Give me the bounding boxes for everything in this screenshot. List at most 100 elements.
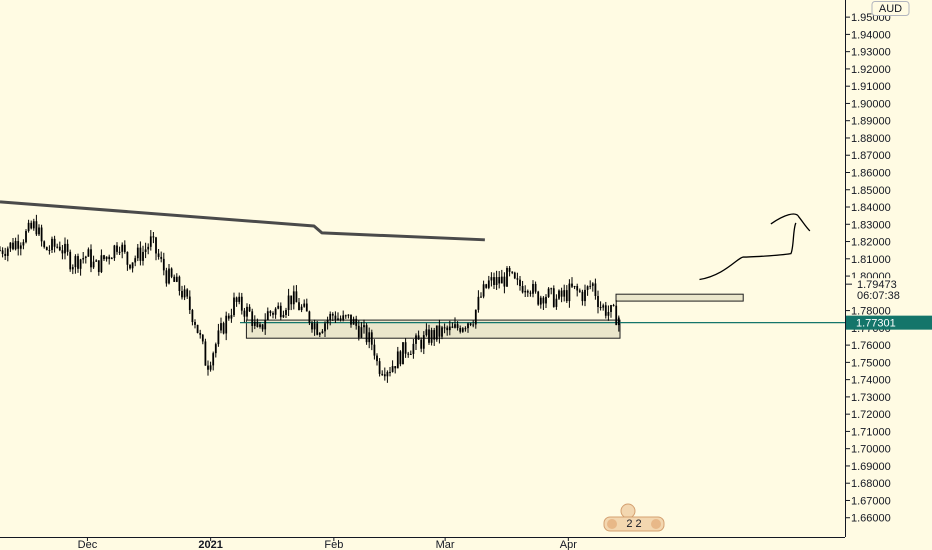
candle xyxy=(261,324,264,332)
candle xyxy=(285,307,287,318)
candle xyxy=(240,292,243,315)
candle-body xyxy=(365,325,368,343)
candle xyxy=(134,255,137,267)
price-tick-label: 1.90000 xyxy=(851,98,891,110)
candle-body xyxy=(464,328,467,330)
candle-body xyxy=(6,248,9,256)
candle-body xyxy=(233,297,235,316)
candle-body xyxy=(188,296,191,311)
candle-body xyxy=(508,267,511,272)
candle-body xyxy=(500,276,503,284)
candle-body xyxy=(506,267,508,287)
price-tick-label: 1.78000 xyxy=(851,306,891,318)
candle-body xyxy=(66,243,69,252)
candle xyxy=(386,370,389,383)
candle-body xyxy=(441,327,443,337)
candle xyxy=(329,311,332,326)
candle xyxy=(412,338,415,359)
candle-body xyxy=(433,330,436,340)
candle xyxy=(326,316,329,330)
time-axis[interactable]: Dec 2021 Feb Mar Apr xyxy=(0,537,845,550)
candle xyxy=(526,289,529,297)
zone-box-1[interactable] xyxy=(245,319,621,339)
price-tick-label: 1.82000 xyxy=(851,237,891,249)
candle-body xyxy=(305,303,308,312)
candle xyxy=(519,275,521,291)
candle xyxy=(451,322,454,329)
candle-body xyxy=(604,305,607,316)
candle xyxy=(352,316,355,325)
candle xyxy=(487,275,490,290)
candle-body xyxy=(207,365,209,370)
candle xyxy=(516,272,519,286)
candle-body xyxy=(222,323,225,334)
candle-body xyxy=(56,246,59,248)
price-tick-label: 1.92000 xyxy=(851,64,891,76)
candle-body xyxy=(350,314,352,325)
candle-body xyxy=(555,298,558,307)
candle xyxy=(201,334,204,345)
candle xyxy=(178,275,181,296)
price-tick-label: 1.94000 xyxy=(851,29,891,41)
candle-body xyxy=(204,341,207,366)
price-tick-label: 1.69000 xyxy=(851,461,891,473)
candle xyxy=(376,353,378,366)
trendline[interactable] xyxy=(0,200,485,242)
candle-body xyxy=(183,289,186,298)
level-price-badge-bg xyxy=(846,315,932,330)
candle-body xyxy=(584,289,586,302)
candle-body xyxy=(607,311,610,316)
projection-arrowhead[interactable] xyxy=(770,213,811,232)
candle-body xyxy=(160,256,163,259)
candle xyxy=(233,292,235,318)
candle xyxy=(183,285,186,301)
time-tick-label: 2021 xyxy=(198,539,222,550)
trendline-layer xyxy=(0,200,485,242)
candle-body xyxy=(495,277,498,285)
candle xyxy=(495,270,498,290)
candle-body xyxy=(344,315,347,317)
candle-body xyxy=(209,365,212,370)
candle-body xyxy=(253,321,256,326)
currency-badge[interactable]: AUD xyxy=(871,1,910,16)
candle xyxy=(214,342,217,358)
candle xyxy=(443,323,446,334)
candle-body xyxy=(230,315,233,319)
candle xyxy=(110,256,113,260)
candle xyxy=(259,322,261,329)
price-axis[interactable]: 1.66000 1.67000 1.68000 1.69000 1.70000 1.710… xyxy=(845,0,910,537)
price-tick-label: 1.74000 xyxy=(851,375,891,387)
candle-body xyxy=(259,324,261,327)
candle-body xyxy=(591,283,594,286)
candle xyxy=(56,243,59,249)
candle xyxy=(79,258,82,276)
candle xyxy=(38,224,40,236)
candle-body xyxy=(337,318,339,321)
zone-box-2[interactable] xyxy=(615,293,744,302)
candle-body xyxy=(238,296,241,302)
candle-body xyxy=(227,315,230,319)
candle-body xyxy=(246,306,248,317)
candle xyxy=(9,242,12,252)
candle-body xyxy=(40,227,43,242)
candle-body xyxy=(116,245,118,252)
candle-body xyxy=(71,267,74,270)
candle xyxy=(100,249,103,274)
candle-body xyxy=(248,306,251,312)
candle xyxy=(417,330,420,340)
candle-body xyxy=(389,371,391,373)
candle xyxy=(123,240,126,254)
candle-body xyxy=(339,318,342,320)
candle xyxy=(82,251,85,264)
candle xyxy=(521,280,524,294)
candle xyxy=(558,289,560,301)
time-tick-label: Feb xyxy=(324,539,343,550)
candle xyxy=(454,317,456,329)
candle-body xyxy=(321,331,324,334)
watermark-pill xyxy=(603,516,665,532)
candle-body xyxy=(532,283,534,294)
projection-path[interactable] xyxy=(699,222,797,281)
watermark-text: 2 2 xyxy=(626,518,641,530)
